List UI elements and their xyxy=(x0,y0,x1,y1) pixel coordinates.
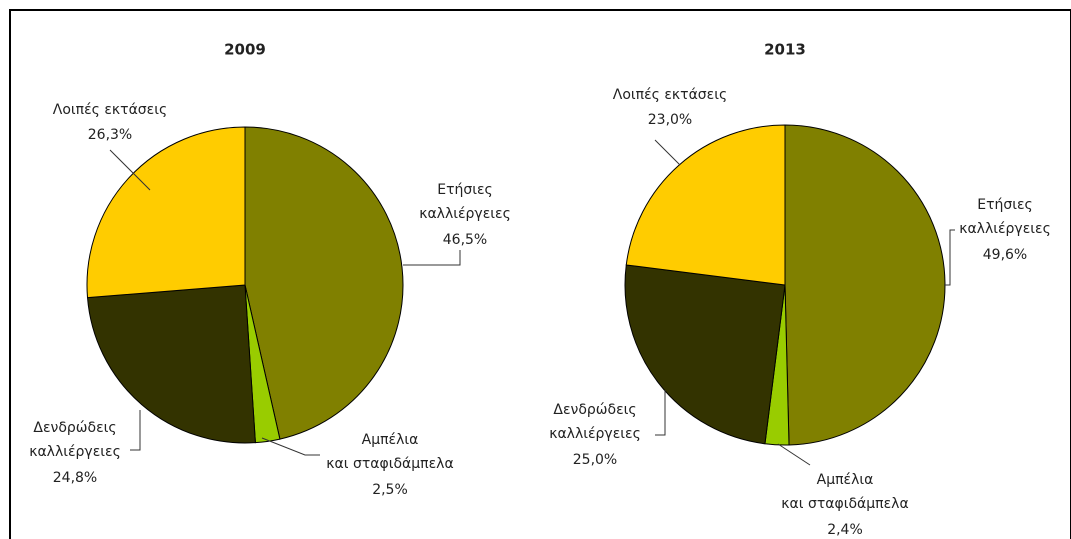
leader-line xyxy=(130,410,141,451)
value-label: 25,0% xyxy=(573,452,617,468)
slice-label-line: Δενδρώδεις xyxy=(553,402,636,418)
slice-label-line: καλλιέργειες xyxy=(959,221,1051,237)
slice-label-line: Ετήσιες xyxy=(977,197,1033,213)
slice-label-line: Αμπέλια xyxy=(362,432,419,448)
pie-slice xyxy=(625,124,786,286)
pie-slice xyxy=(86,284,256,444)
slice-label: Αμπέλια και σταφιδάμπελα xyxy=(326,432,453,472)
chart-title: 2009 xyxy=(224,41,266,59)
slice-label: Λοιπές εκτάσεις xyxy=(53,102,167,118)
leader-line xyxy=(109,149,151,191)
pie-slice xyxy=(784,124,946,446)
slice-label: Δενδρώδεις καλλιέργειες xyxy=(29,420,121,460)
pie-slice xyxy=(244,126,404,440)
value-label: 49,6% xyxy=(983,247,1027,263)
slice-label: Δενδρώδεις καλλιέργειες xyxy=(549,402,641,442)
leader-line xyxy=(777,443,811,466)
pie-slice xyxy=(86,126,246,299)
slice-label-line: Ετήσιες xyxy=(437,182,493,198)
pie-slice xyxy=(624,264,786,445)
leader-line xyxy=(261,437,320,456)
slice-label-line: και σταφιδάμπελα xyxy=(781,496,908,512)
slice-label-line: καλλιέργειες xyxy=(419,206,511,222)
slice-label: Ετήσιες καλλιέργειες xyxy=(419,182,511,222)
slice-label-line: Αμπέλια xyxy=(817,472,874,488)
slice-label-line: καλλιέργειες xyxy=(29,444,121,460)
value-label: 2,5% xyxy=(372,482,408,498)
slice-label-line: και σταφιδάμπελα xyxy=(326,456,453,472)
value-label: 46,5% xyxy=(443,232,487,248)
slice-label: Λοιπές εκτάσεις xyxy=(613,87,727,103)
slice-label: Ετήσιες καλλιέργειες xyxy=(959,197,1051,237)
leader-line xyxy=(654,139,681,166)
value-label: 23,0% xyxy=(648,112,692,128)
leader-line xyxy=(655,390,666,436)
value-label: 26,3% xyxy=(88,127,132,143)
slice-label: Αμπέλια και σταφιδάμπελα xyxy=(781,472,908,512)
leader-line xyxy=(403,250,461,266)
leader-line xyxy=(944,229,955,286)
value-label: 2,4% xyxy=(827,522,863,538)
slice-label-line: Δενδρώδεις xyxy=(33,420,116,436)
chart-title: 2013 xyxy=(764,41,806,59)
value-label: 24,8% xyxy=(53,470,97,486)
slice-label-line: καλλιέργειες xyxy=(549,426,641,442)
